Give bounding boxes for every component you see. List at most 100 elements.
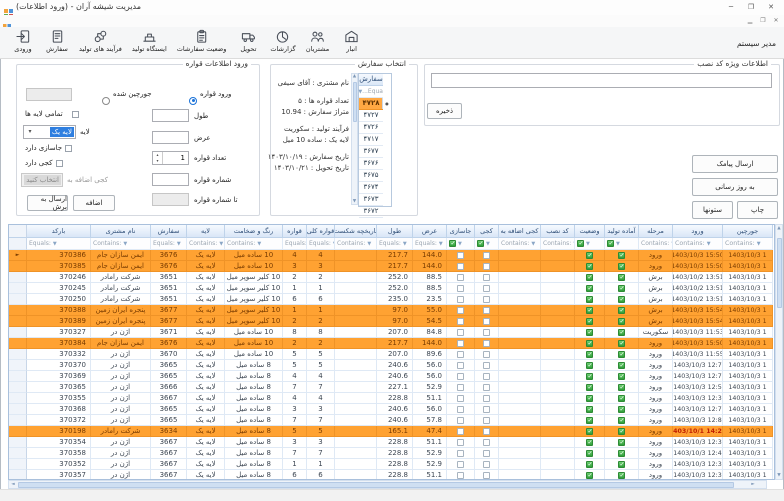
- cell-piece[interactable]: 1: [283, 305, 307, 316]
- cell-stage[interactable]: ورود: [639, 338, 673, 349]
- cell-break_history[interactable]: [335, 415, 377, 426]
- cell-length[interactable]: 252.0: [377, 272, 413, 283]
- cell-emboss-checkbox[interactable]: [447, 261, 475, 272]
- cell-order[interactable]: 3665: [151, 371, 187, 382]
- refresh-button[interactable]: به روز رسانی: [692, 178, 778, 196]
- cell-length[interactable]: 217.7: [377, 338, 413, 349]
- cell-skew_extra[interactable]: [499, 250, 541, 261]
- cell-puzzle[interactable]: 1403/10/3 1: [723, 349, 773, 360]
- scrollbar-thumb[interactable]: [353, 82, 357, 122]
- cell-install_code[interactable]: [541, 470, 575, 479]
- row-indicator-cell[interactable]: [9, 305, 27, 316]
- cell-thickness[interactable]: 10 کلیر سوپر میل: [225, 272, 283, 283]
- toolbar-order-button[interactable]: سفارش: [40, 27, 74, 53]
- column-header-order[interactable]: سفارش: [151, 225, 187, 238]
- cell-customer[interactable]: پنجره ایران زمین: [91, 305, 151, 316]
- order-list-item[interactable]: ۳۶۷۴: [359, 182, 383, 194]
- scroll-down-icon[interactable]: ▼: [352, 199, 357, 204]
- filter-cell-width[interactable]: Equals: ▼: [413, 238, 447, 250]
- cell-layer[interactable]: لایه یک: [187, 327, 225, 338]
- cell-skew-checkbox[interactable]: [475, 261, 499, 272]
- cell-entry[interactable]: 1403/10/3 11:55: [673, 349, 723, 360]
- piece-number-input[interactable]: [152, 173, 189, 186]
- cell-thickness[interactable]: 10 کلیر سوپر میل: [225, 305, 283, 316]
- cell-stage[interactable]: ورود: [639, 393, 673, 404]
- cell-skew-checkbox[interactable]: [475, 437, 499, 448]
- cell-order[interactable]: 3651: [151, 283, 187, 294]
- cell-customer[interactable]: اژن در: [91, 470, 151, 479]
- cell-status-checkbox[interactable]: [575, 371, 605, 382]
- cell-entry[interactable]: 1403/10/3 12:3: [673, 437, 723, 448]
- cell-skew_extra[interactable]: [499, 272, 541, 283]
- cell-skew-checkbox[interactable]: [475, 360, 499, 371]
- cell-status-checkbox[interactable]: [575, 470, 605, 479]
- emboss-checkbox[interactable]: [65, 145, 72, 152]
- cell-width[interactable]: 47.4: [413, 426, 447, 437]
- cell-barcode[interactable]: 370372: [27, 415, 91, 426]
- cell-piece_total[interactable]: 1: [307, 305, 335, 316]
- cell-stage[interactable]: ورود: [639, 426, 673, 437]
- print-button[interactable]: چاپ: [737, 201, 778, 219]
- cell-break_history[interactable]: [335, 338, 377, 349]
- order-list-item[interactable]: ۴۷۱۷: [359, 134, 383, 146]
- filter-cell-puzzle[interactable]: Contains: ▼: [723, 238, 773, 250]
- cell-piece_total[interactable]: 7: [307, 448, 335, 459]
- cell-piece_total[interactable]: 7: [307, 382, 335, 393]
- cell-stage[interactable]: ورود: [639, 349, 673, 360]
- cell-status-checkbox[interactable]: [575, 305, 605, 316]
- skew-checkbox[interactable]: [56, 160, 63, 167]
- filter-checkbox-icon[interactable]: [577, 240, 584, 247]
- cell-layer[interactable]: لایه یک: [187, 360, 225, 371]
- row-indicator-cell[interactable]: [9, 327, 27, 338]
- cell-thickness[interactable]: 10 ساده میل: [225, 327, 283, 338]
- cell-ready-checkbox[interactable]: [605, 393, 639, 404]
- filter-cell-break_history[interactable]: Contains: ▼: [335, 238, 377, 250]
- cell-piece[interactable]: 5: [283, 360, 307, 371]
- cell-break_history[interactable]: [335, 404, 377, 415]
- cell-length[interactable]: 240.6: [377, 360, 413, 371]
- column-header-width[interactable]: عرض: [413, 225, 447, 238]
- cell-customer[interactable]: ایمن سازان جام: [91, 250, 151, 261]
- cell-entry[interactable]: 1403/10/3 11:53: [673, 327, 723, 338]
- cell-skew_extra[interactable]: [499, 327, 541, 338]
- column-header-skew[interactable]: کجی: [475, 225, 499, 238]
- cell-thickness[interactable]: 8 ساده میل: [225, 393, 283, 404]
- cell-piece_total[interactable]: 2: [307, 272, 335, 283]
- filter-cell-ready[interactable]: ▼: [605, 238, 639, 250]
- cell-ready-checkbox[interactable]: [605, 327, 639, 338]
- cell-status-checkbox[interactable]: [575, 338, 605, 349]
- columns-button[interactable]: ستونها: [692, 201, 733, 219]
- cell-thickness[interactable]: 8 ساده میل: [225, 470, 283, 479]
- cell-skew-checkbox[interactable]: [475, 470, 499, 479]
- cell-ready-checkbox[interactable]: [605, 316, 639, 327]
- cell-order[interactable]: 3665: [151, 404, 187, 415]
- cell-customer[interactable]: اژن در: [91, 415, 151, 426]
- cell-skew_extra[interactable]: [499, 305, 541, 316]
- cell-order[interactable]: 3677: [151, 305, 187, 316]
- cell-break_history[interactable]: [335, 305, 377, 316]
- cell-entry[interactable]: 1403/10/2 13:51: [673, 283, 723, 294]
- cell-customer[interactable]: ایمن سازان جام: [91, 261, 151, 272]
- cell-layer[interactable]: لایه یک: [187, 283, 225, 294]
- scroll-up-icon[interactable]: ▲: [352, 74, 357, 79]
- order-list-item[interactable]: ۴۷۲۷: [359, 110, 383, 122]
- cell-piece[interactable]: 5: [283, 349, 307, 360]
- cell-break_history[interactable]: [335, 294, 377, 305]
- cell-install_code[interactable]: [541, 393, 575, 404]
- cell-barcode[interactable]: 370385: [27, 261, 91, 272]
- cell-status-checkbox[interactable]: [575, 426, 605, 437]
- cell-piece_total[interactable]: 4: [307, 393, 335, 404]
- cell-stage[interactable]: برش: [639, 294, 673, 305]
- toolbar-reports-button[interactable]: گزارشات: [265, 27, 300, 53]
- filter-cell-entry[interactable]: Contains: ▼: [673, 238, 723, 250]
- cell-thickness[interactable]: 10 ساده میل: [225, 338, 283, 349]
- enter-piece-radio-label[interactable]: ورود قواره: [200, 90, 232, 98]
- cell-ready-checkbox[interactable]: [605, 272, 639, 283]
- cell-emboss-checkbox[interactable]: [447, 393, 475, 404]
- cell-status-checkbox[interactable]: [575, 459, 605, 470]
- column-header-entry[interactable]: ورود: [673, 225, 723, 238]
- cell-emboss-checkbox[interactable]: [447, 426, 475, 437]
- cell-entry[interactable]: 1403/10/3 15:50: [673, 250, 723, 261]
- cell-length[interactable]: 217.7: [377, 261, 413, 272]
- cell-skew-checkbox[interactable]: [475, 272, 499, 283]
